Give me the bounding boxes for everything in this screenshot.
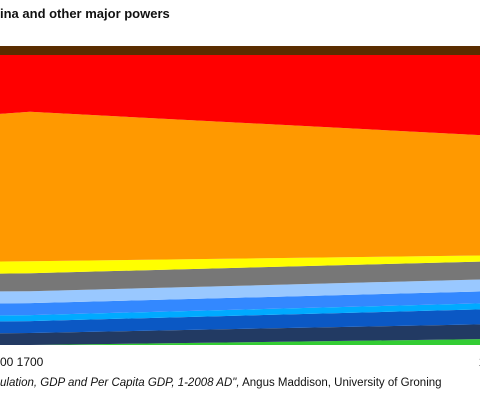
x-tick-label: 00 xyxy=(0,355,14,369)
x-tick-label: 1700 xyxy=(17,355,44,369)
source-prefix: ulation, GDP and Per Capita GDP, 1-2008 … xyxy=(0,377,240,389)
series-area-7 xyxy=(0,261,480,292)
series-areas xyxy=(0,46,480,345)
series-area-1 xyxy=(0,339,480,345)
series-area-11 xyxy=(0,46,480,55)
series-area-8 xyxy=(0,255,480,274)
series-area-3 xyxy=(0,309,480,334)
series-area-6 xyxy=(0,279,480,304)
series-area-2 xyxy=(0,324,480,345)
source-author: Angus Maddison, University of Groning xyxy=(239,377,442,389)
series-area-4 xyxy=(0,303,480,322)
series-area-9 xyxy=(0,111,480,262)
x-tick-label: 1820 xyxy=(479,355,480,369)
series-area-5 xyxy=(0,291,480,316)
x-tick-labels: 0017001820185018701900191319401950196019… xyxy=(0,355,480,369)
series-area-10 xyxy=(0,55,480,136)
source-note: ulation, GDP and Per Capita GDP, 1-2008 … xyxy=(0,377,442,389)
chart-title: ina and other major powers xyxy=(0,6,170,21)
